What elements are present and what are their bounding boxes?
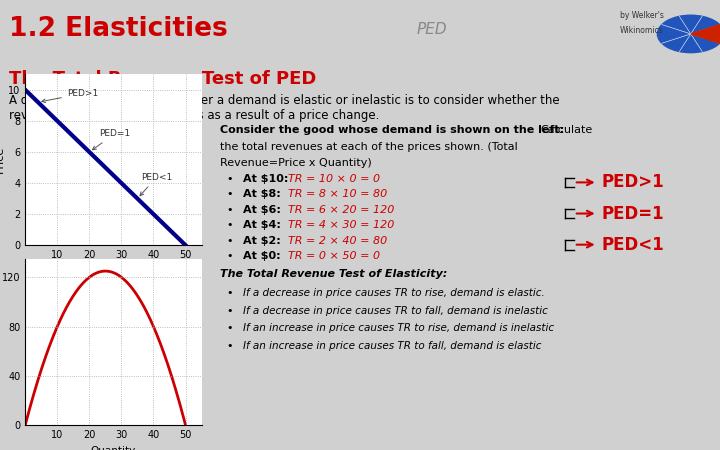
- Text: PED: PED: [417, 22, 447, 37]
- Text: 1.2 Elasticities: 1.2 Elasticities: [9, 16, 228, 42]
- Text: Consider the good whose demand is shown on the left:: Consider the good whose demand is shown …: [220, 125, 564, 135]
- Text: At $8:: At $8:: [243, 189, 280, 199]
- X-axis label: Quantity: Quantity: [91, 446, 136, 450]
- Text: PED<1: PED<1: [601, 236, 664, 254]
- Text: At $6:: At $6:: [243, 205, 281, 215]
- Text: If an increase in price causes TR to rise, demand is inelastic: If an increase in price causes TR to ris…: [243, 324, 554, 333]
- Text: If an increase in price causes TR to fall, demand is elastic: If an increase in price causes TR to fal…: [243, 341, 541, 351]
- Text: PED=1: PED=1: [92, 130, 130, 150]
- Wedge shape: [690, 25, 720, 43]
- Text: At $0:: At $0:: [243, 252, 280, 261]
- Text: •: •: [227, 288, 233, 298]
- Text: by Welker's: by Welker's: [620, 10, 664, 19]
- Text: the total revenues at each of the prices shown. (Total: the total revenues at each of the prices…: [220, 143, 518, 153]
- Text: •: •: [227, 174, 233, 184]
- Text: •: •: [227, 324, 233, 333]
- Text: •: •: [227, 236, 233, 246]
- Text: PED>1: PED>1: [601, 173, 664, 191]
- Text: TR = 2 × 40 = 80: TR = 2 × 40 = 80: [288, 236, 387, 246]
- Text: TR = 8 × 10 = 80: TR = 8 × 10 = 80: [288, 189, 387, 199]
- Text: Calculate: Calculate: [540, 125, 593, 135]
- Text: TR = 6 × 20 = 120: TR = 6 × 20 = 120: [288, 205, 395, 215]
- Text: Wikinomics: Wikinomics: [620, 26, 663, 36]
- Text: •: •: [227, 252, 233, 261]
- Text: TR = 0 × 50 = 0: TR = 0 × 50 = 0: [288, 252, 380, 261]
- Circle shape: [657, 15, 720, 53]
- Text: A quick way to determine whether a demand is elastic or inelastic is to consider: A quick way to determine whether a deman…: [9, 94, 559, 107]
- Text: Revenue=Price x Quantity): Revenue=Price x Quantity): [220, 158, 372, 168]
- Text: TR = 4 × 30 = 120: TR = 4 × 30 = 120: [288, 220, 395, 230]
- Text: PED<1: PED<1: [140, 173, 172, 196]
- Text: At $10:: At $10:: [243, 174, 288, 184]
- Text: TR = 10 × 0 = 0: TR = 10 × 0 = 0: [288, 174, 380, 184]
- Text: If a decrease in price causes TR to fall, demand is inelastic: If a decrease in price causes TR to fall…: [243, 306, 547, 316]
- Text: The Total Revenue Test of Elasticity:: The Total Revenue Test of Elasticity:: [220, 269, 447, 279]
- Text: At $4:: At $4:: [243, 220, 281, 230]
- Text: PED=1: PED=1: [601, 205, 664, 223]
- Text: •: •: [227, 306, 233, 316]
- Text: The Total Revenue Test of PED: The Total Revenue Test of PED: [9, 71, 316, 89]
- Y-axis label: Price: Price: [0, 146, 5, 173]
- Text: revenues of sellers raises or falls as a result of a price change.: revenues of sellers raises or falls as a…: [9, 109, 379, 122]
- Text: If a decrease in price causes TR to rise, demand is elastic.: If a decrease in price causes TR to rise…: [243, 288, 544, 298]
- Text: •: •: [227, 205, 233, 215]
- Text: At $2:: At $2:: [243, 236, 280, 246]
- Text: •: •: [227, 341, 233, 351]
- Text: PED>1: PED>1: [42, 89, 98, 103]
- Text: •: •: [227, 220, 233, 230]
- Text: •: •: [227, 189, 233, 199]
